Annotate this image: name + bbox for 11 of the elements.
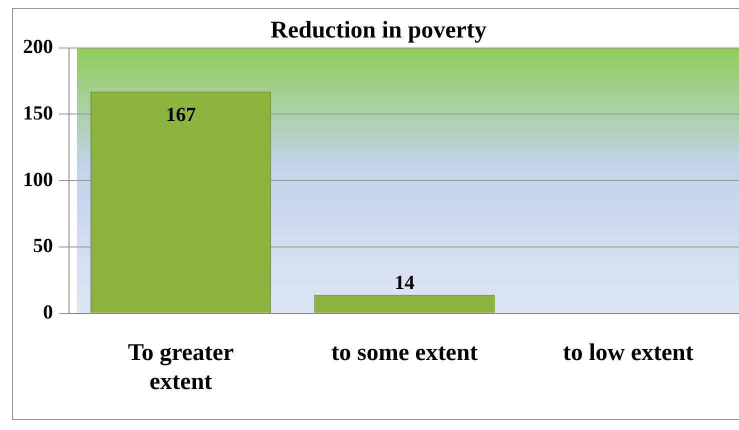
x-tick-label: to low extent — [562, 340, 694, 366]
y-tick-label: 100 — [23, 168, 53, 191]
x-tick-label: to some extent — [331, 340, 478, 366]
x-tick-label: To greater extent — [128, 340, 234, 395]
y-tick-label: 200 — [23, 36, 53, 58]
y-tick-label: 50 — [33, 235, 53, 258]
data-label: 167 — [166, 104, 196, 126]
y-tick-label: 150 — [23, 102, 53, 124]
y-tick-label: 0 — [43, 302, 53, 324]
chart-title: Reduction in poverty — [270, 18, 486, 44]
data-label: 14 — [394, 272, 414, 294]
